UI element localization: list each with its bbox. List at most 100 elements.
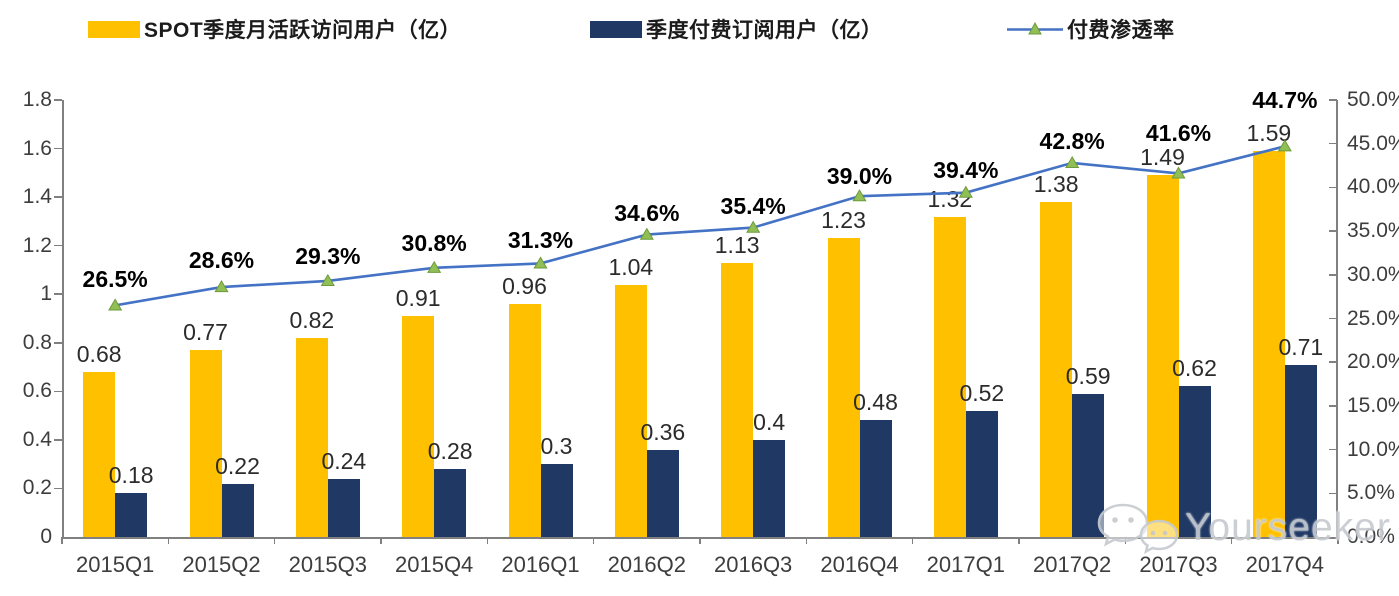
y-axis-tick-left xyxy=(54,196,62,198)
y-axis-label-left: 0.6 xyxy=(22,379,52,403)
y-axis-tick-left xyxy=(54,293,62,296)
y-axis-tick-left xyxy=(54,147,62,150)
legend-item-mau: SPOT季度月活跃访问用户（亿） xyxy=(88,16,461,42)
y-axis-label-left: 1.6 xyxy=(22,136,52,160)
y-axis-tick-left xyxy=(54,487,62,490)
penetration-label: 29.3% xyxy=(295,242,361,269)
bar-value-label-mau: 1.49 xyxy=(1140,144,1185,171)
y-axis-label-right: 45.0% xyxy=(1347,131,1399,155)
y-axis-label-left: 1.2 xyxy=(22,233,52,257)
bar-mau xyxy=(827,238,860,537)
bar-value-label-subscribers: 0.22 xyxy=(215,452,260,479)
x-axis-label: 2017Q4 xyxy=(1245,552,1324,577)
x-axis-label: 2017Q3 xyxy=(1139,552,1218,577)
bar-value-label-subscribers: 0.28 xyxy=(427,438,473,465)
x-axis-tick xyxy=(911,537,914,544)
y-axis-label-left: 0.4 xyxy=(22,427,52,451)
triangle-marker-icon xyxy=(320,273,335,287)
bar-subscribers xyxy=(1284,364,1317,537)
penetration-label: 44.7% xyxy=(1252,87,1318,114)
bar-value-label-mau: 1.13 xyxy=(714,231,760,258)
y-axis-label-left: 1.8 xyxy=(22,88,52,111)
y-axis-tick-right xyxy=(1329,361,1337,363)
penetration-label: 39.4% xyxy=(933,156,999,183)
x-axis-label: 2016Q4 xyxy=(820,552,899,577)
legend-item-subscribers: 季度付费订阅用户（亿） xyxy=(590,16,883,42)
x-axis-label: 2015Q2 xyxy=(182,552,261,577)
triangle-marker-icon xyxy=(746,220,761,233)
bar-value-label-mau: 0.96 xyxy=(502,272,547,299)
bar-subscribers xyxy=(327,478,360,537)
penetration-label: 42.8% xyxy=(1039,127,1105,154)
x-axis-tick xyxy=(486,537,489,544)
bar-mau xyxy=(189,350,222,537)
y-axis-label-left: 1.4 xyxy=(22,185,52,209)
y-axis-label-right: 5.0% xyxy=(1347,481,1395,505)
penetration-label: 39.0% xyxy=(826,163,893,190)
y-axis-tick-left xyxy=(54,244,62,247)
bar-value-label-subscribers: 0.36 xyxy=(640,418,686,445)
bar-value-label-mau: 0.68 xyxy=(76,340,122,367)
triangle-marker-icon xyxy=(1065,155,1080,169)
x-axis-tick xyxy=(1124,537,1127,544)
x-axis-tick xyxy=(1337,537,1339,544)
bar-subscribers xyxy=(1178,386,1211,537)
legend-item-penetration: 付费渗透率 xyxy=(1007,16,1175,42)
x-axis-tick xyxy=(592,537,595,544)
y-axis-tick-right xyxy=(1329,142,1337,145)
x-axis-tick xyxy=(61,537,63,544)
y-axis-label-right: 20.0% xyxy=(1347,350,1399,374)
mau-swatch-icon xyxy=(88,20,140,38)
penetration-label: 31.3% xyxy=(507,227,574,254)
x-axis-label: 2015Q3 xyxy=(288,552,367,577)
bar-value-label-mau: 0.82 xyxy=(289,306,335,333)
y-axis-label-left: 1 xyxy=(40,282,52,306)
x-axis-label: 2015Q1 xyxy=(76,552,155,577)
y-axis-label-right: 10.0% xyxy=(1347,437,1399,461)
bar-subscribers xyxy=(115,493,148,537)
x-axis-label: 2016Q2 xyxy=(607,552,686,577)
y-axis-tick-right xyxy=(1329,274,1337,276)
penetration-label: 30.8% xyxy=(401,229,467,256)
y-axis-label-right: 25.0% xyxy=(1347,306,1399,330)
bar-subscribers xyxy=(434,469,467,537)
bar-mau xyxy=(295,337,328,537)
bar-subscribers xyxy=(965,410,998,537)
y-axis-tick-right xyxy=(1329,448,1337,451)
bar-subscribers xyxy=(646,449,679,537)
penetration-label: 26.5% xyxy=(82,266,148,293)
bar-mau xyxy=(1040,201,1073,537)
bar-mau xyxy=(721,262,754,537)
bar-value-label-subscribers: 0.52 xyxy=(959,379,1005,406)
bar-subscribers xyxy=(540,464,573,537)
triangle-marker-icon xyxy=(108,298,123,311)
y-axis-tick-left xyxy=(54,341,62,344)
triangle-marker-icon xyxy=(427,260,442,273)
y-axis-tick-left xyxy=(54,99,62,101)
bar-mau xyxy=(402,316,435,537)
triangle-marker-icon xyxy=(958,185,973,198)
y-axis-tick-right xyxy=(1329,492,1337,495)
y-axis-label-right: 40.0% xyxy=(1347,175,1399,199)
bar-value-label-mau: 1.38 xyxy=(1033,170,1079,197)
y-axis-tick-left xyxy=(54,439,62,441)
bar-mau xyxy=(933,216,966,537)
y-axis-label-left: 0.2 xyxy=(22,476,52,500)
y-axis-left-line xyxy=(62,100,64,538)
y-axis-right-line xyxy=(1336,100,1338,538)
x-axis-label: 2016Q3 xyxy=(714,552,793,577)
bar-subscribers xyxy=(859,420,892,537)
y-axis-label-left: 0 xyxy=(40,525,52,548)
triangle-marker-icon xyxy=(852,189,867,202)
penetration-line xyxy=(108,139,1292,311)
penetration-label: 35.4% xyxy=(720,192,786,219)
bar-mau xyxy=(1146,175,1179,537)
triangle-marker-icon xyxy=(639,227,654,240)
line-marker-swatch-icon xyxy=(1007,21,1063,34)
y-axis-label-right: 50.0% xyxy=(1347,88,1399,111)
x-axis-tick xyxy=(699,537,701,544)
x-axis-label: 2015Q4 xyxy=(395,552,474,577)
bar-value-label-mau: 1.04 xyxy=(608,253,654,280)
penetration-label: 28.6% xyxy=(188,247,255,274)
